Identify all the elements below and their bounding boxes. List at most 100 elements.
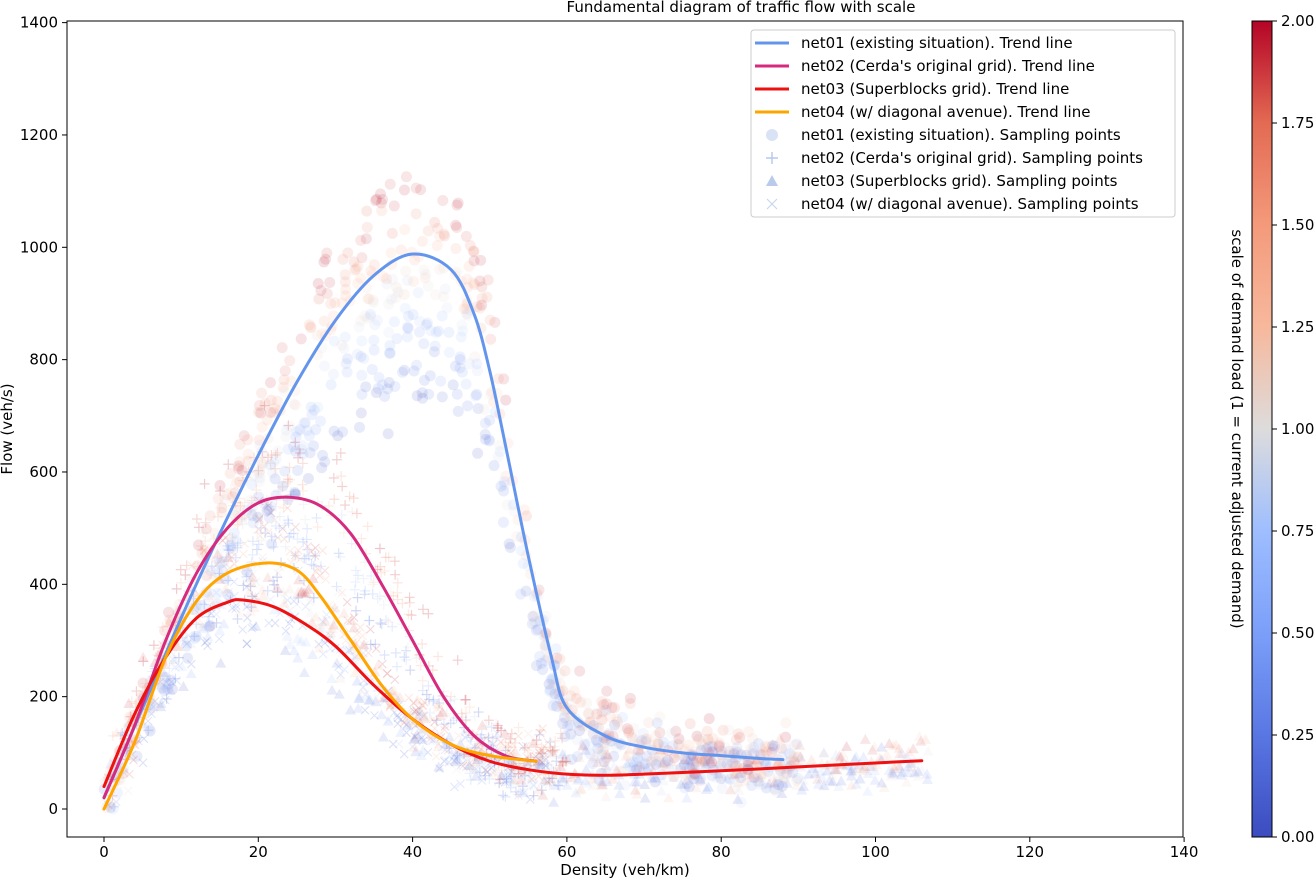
sampling-point-circle [695,772,707,784]
sampling-point-triangle [533,784,545,795]
sampling-point-circle [355,407,367,419]
sampling-point-x [428,736,438,746]
sampling-point-triangle [774,732,786,743]
sampling-point-plus [286,486,297,497]
sampling-point-circle [254,472,266,484]
sampling-point-circle [441,302,453,314]
sampling-point-x [534,771,544,781]
sampling-point-circle [350,263,362,275]
sampling-point-circle [623,725,635,737]
sampling-point-triangle [815,765,827,776]
sampling-point-plus [335,551,346,562]
sampling-point-plus [199,599,210,610]
sampling-point-triangle [406,717,418,728]
sampling-point-plus [352,570,363,581]
sampling-point-plus [535,724,546,735]
sampling-point-plus [170,673,181,684]
sampling-point-circle [269,473,281,485]
y-tick-label: 800 [29,351,58,369]
colorbar-tick-label: 0.75 [1281,522,1314,540]
sampling-point-plus [294,447,305,458]
sampling-point-circle [438,228,450,240]
sampling-point-circle [312,278,324,290]
sampling-point-plus [359,589,370,600]
sampling-point-plus [298,536,309,547]
sampling-point-x [230,559,239,569]
sampling-point-circle [308,440,320,452]
sampling-point-triangle [399,714,411,725]
sampling-point-circle [695,739,707,751]
sampling-point-triangle [548,770,560,781]
sampling-point-triangle [847,763,859,774]
sampling-point-x [463,754,472,764]
sampling-point-circle [325,379,337,391]
sampling-point-triangle [527,771,539,782]
sampling-point-triangle [358,683,370,694]
sampling-point-circle [482,274,494,286]
sampling-point-circle [196,547,208,559]
sampling-point-plus [351,605,362,616]
sampling-point-triangle [334,672,346,683]
sampling-point-plus [261,499,272,510]
sampling-point-x [404,723,414,733]
sampling-point-triangle [655,785,667,796]
sampling-point-circle [370,195,382,207]
sampling-point-circle [384,178,396,190]
sampling-point-x [211,560,221,570]
sampling-point-triangle [826,769,838,780]
sampling-point-triangle [351,675,363,686]
sampling-point-circle [268,406,280,418]
sampling-point-plus [465,736,476,747]
sampling-point-triangle [588,751,600,762]
sampling-point-circle [789,739,801,751]
sampling-point-plus [215,486,226,497]
sampling-point-circle [721,758,733,770]
sampling-point-x [418,701,428,710]
sampling-point-circle [366,363,378,375]
sampling-point-circle [383,298,395,310]
sampling-point-triangle [657,757,669,768]
sampling-point-circle [483,434,495,446]
sampling-point-plus [474,767,485,778]
sampling-point-x [238,625,247,635]
sampling-point-circle [570,692,582,704]
sampling-point-circle [224,538,236,550]
sampling-point-plus [274,511,285,522]
sampling-point-circle [503,538,515,550]
sampling-point-triangle [220,583,232,594]
sampling-point-triangle [864,760,876,771]
sampling-point-plus [284,531,295,542]
sampling-point-plus [239,512,250,523]
sampling-point-triangle [721,773,733,784]
sampling-point-circle [420,268,432,280]
sampling-point-triangle [417,724,429,735]
sampling-point-circle [443,346,455,358]
sampling-point-triangle [858,760,870,771]
sampling-point-plus [379,565,390,576]
sampling-point-plus [331,581,342,592]
sampling-point-triangle [869,741,881,752]
sampling-point-x [393,710,402,720]
sampling-point-triangle [508,776,520,787]
sampling-point-plus [539,760,550,771]
sampling-point-circle [593,774,605,786]
sampling-point-circle [626,732,638,744]
colorbar-bar [1251,20,1273,838]
sampling-point-circle [383,326,395,338]
sampling-point-circle [547,700,559,712]
sampling-point-circle [715,760,727,772]
sampling-point-plus [550,735,561,746]
sampling-point-triangle [476,719,488,730]
sampling-point-triangle [845,761,857,772]
sampling-point-x [360,690,370,699]
sampling-point-x [263,501,273,511]
sampling-point-circle [596,696,608,708]
sampling-point-circle [318,360,330,372]
colorbar-tick-label: 0.00 [1281,828,1314,846]
sampling-point-circle [703,736,715,748]
sampling-point-triangle [796,784,808,795]
sampling-point-circle [511,530,523,542]
sampling-point-circle [355,234,367,246]
sampling-point-circle [290,431,302,443]
sampling-point-triangle [408,732,420,743]
